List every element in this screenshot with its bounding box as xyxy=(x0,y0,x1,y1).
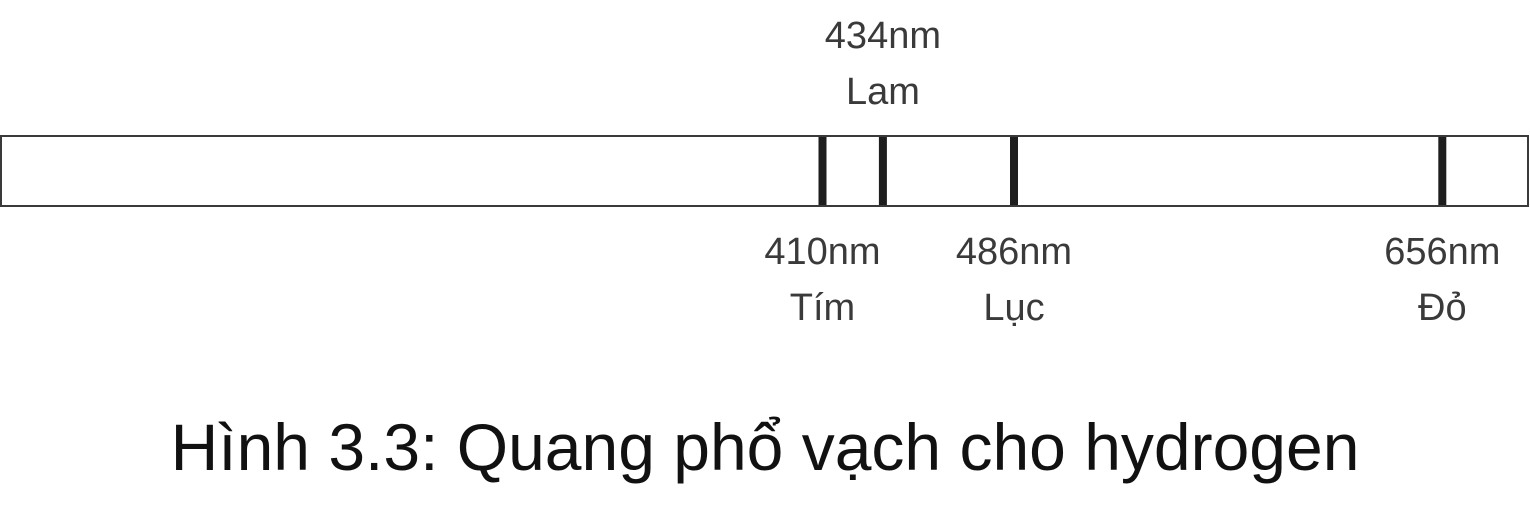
figure-caption: Hình 3.3: Quang phổ vạch cho hydrogen xyxy=(170,410,1360,484)
spectral-line-486 xyxy=(1010,137,1018,205)
spectrum-bar xyxy=(0,135,1529,207)
color-label-434: Lam xyxy=(846,71,920,113)
color-label-486: Lục xyxy=(983,287,1044,329)
spectral-line-434 xyxy=(878,137,887,205)
spectral-line-656 xyxy=(1438,137,1447,205)
wavelength-label-656: 656nm xyxy=(1384,231,1500,273)
color-label-656: Đỏ xyxy=(1418,287,1467,329)
wavelength-label-434: 434nm xyxy=(825,15,941,57)
wavelength-label-410: 410nm xyxy=(764,231,880,273)
spectral-line-labels: 410nm Tím 434nm Lam 486nm Lục 656nm Đỏ xyxy=(764,15,1500,329)
spectral-line-410 xyxy=(818,137,827,205)
color-label-410: Tím xyxy=(790,287,855,329)
spectral-lines xyxy=(818,137,1447,205)
wavelength-label-486: 486nm xyxy=(956,231,1072,273)
